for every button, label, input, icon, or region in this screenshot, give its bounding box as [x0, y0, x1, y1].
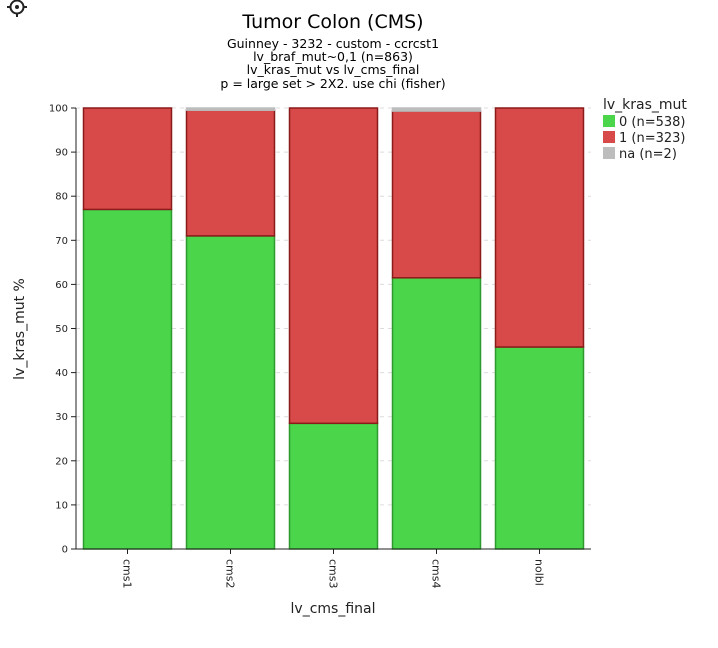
- y-tick-label: 60: [55, 280, 68, 291]
- bar-cms4-series-0[interactable]: [391, 277, 482, 550]
- bar-cms1-series-1[interactable]: [82, 107, 173, 211]
- y-tick-label: 80: [55, 192, 68, 203]
- y-tick-label: 10: [55, 500, 68, 511]
- y-axis-title: lv_kras_mut %: [12, 278, 28, 380]
- legend-swatch[interactable]: [603, 147, 615, 159]
- x-tick-label: cms2: [224, 559, 237, 589]
- y-tick-label: 70: [55, 236, 68, 247]
- bar-cms2-series-2[interactable]: [185, 107, 276, 111]
- bar-nolbl-series-1[interactable]: [494, 107, 585, 348]
- chart-subtitle-line-3: lv_kras_mut vs lv_cms_final: [247, 62, 420, 77]
- legend-swatch[interactable]: [603, 115, 615, 127]
- x-tick-label: cms4: [430, 559, 443, 589]
- x-tick-label: nolbl: [533, 559, 546, 586]
- bar-cms4-series-2[interactable]: [391, 107, 482, 112]
- y-tick-label: 40: [55, 368, 68, 379]
- legend-label[interactable]: 1 (n=323): [619, 131, 686, 146]
- bar-cms2-series-1[interactable]: [185, 109, 276, 237]
- legend-swatch[interactable]: [603, 131, 615, 143]
- y-tick-label: 50: [55, 324, 68, 335]
- x-tick-label: cms1: [121, 559, 134, 589]
- bar-cms1-series-0[interactable]: [82, 208, 173, 550]
- chart-subtitle-line-4: p = large set > 2X2. use chi (fisher): [220, 76, 445, 91]
- y-tick-label: 30: [55, 412, 68, 423]
- x-axis-title: lv_cms_final: [291, 601, 376, 617]
- axes: 0 10 20 30 40 50 60 70 80 90 100 cms1 cms2 cms3 cms4 no…: [49, 104, 591, 589]
- bar-cms2-series-0[interactable]: [185, 235, 276, 550]
- bar-cms3-series-0[interactable]: [288, 422, 379, 550]
- gear-icon[interactable]: [7, 0, 27, 17]
- y-tick-label: 100: [49, 104, 68, 115]
- x-tick-label: cms3: [327, 559, 340, 589]
- bars: [82, 107, 585, 550]
- y-tick-label: 0: [62, 545, 68, 556]
- chart-title: Tumor Colon (CMS): [241, 11, 423, 33]
- y-tick-label: 90: [55, 148, 68, 159]
- bar-cms4-series-1[interactable]: [391, 110, 482, 279]
- legend: lv_kras_mut 0 (n=538)1 (n=323)na (n=2): [603, 97, 687, 162]
- legend-label[interactable]: na (n=2): [619, 147, 677, 162]
- legend-title: lv_kras_mut: [603, 97, 687, 113]
- bar-nolbl-series-0[interactable]: [494, 346, 585, 550]
- y-tick-label: 20: [55, 456, 68, 467]
- chart-subtitle-line-1: Guinney - 3232 - custom - ccrcst1: [227, 36, 439, 51]
- bar-cms3-series-1[interactable]: [288, 107, 379, 425]
- chart-subtitle-line-2: lv_braf_mut~0,1 (n=863): [253, 49, 413, 64]
- legend-label[interactable]: 0 (n=538): [619, 115, 686, 130]
